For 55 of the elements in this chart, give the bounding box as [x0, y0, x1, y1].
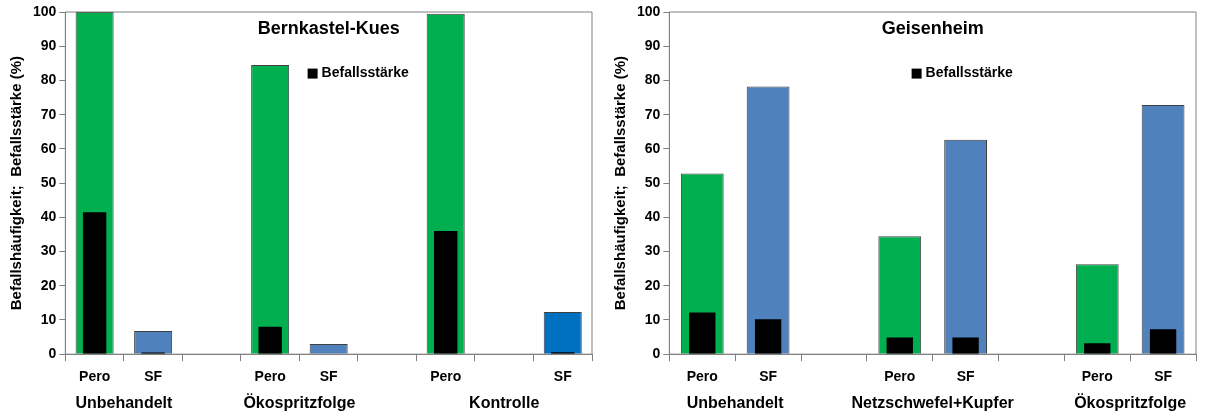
y-tick-label: 90 [40, 37, 57, 54]
bar [952, 337, 979, 354]
bar [1084, 343, 1111, 354]
x-tick-label: SF [759, 368, 778, 385]
y-tick-label: 90 [644, 37, 661, 54]
x-tick-label: Pero [884, 368, 916, 385]
bar [258, 326, 282, 354]
y-tick-label: 100 [33, 2, 57, 19]
y-tick-label: 70 [644, 105, 661, 122]
x-tick-label: Pero [254, 368, 286, 385]
y-tick-label: 0 [48, 345, 57, 362]
text: Unbehandelt [75, 393, 173, 411]
legend-label: Befallsstärke [321, 64, 409, 81]
text: Unbehandelt [686, 393, 785, 411]
y-tick-label: 60 [644, 139, 661, 156]
chart-title: Geisenheim [881, 17, 984, 38]
x-tick-label: SF [319, 368, 339, 385]
x-tick-label: SF [553, 368, 573, 385]
bar [434, 231, 458, 354]
y-tick-label: 100 [637, 2, 661, 19]
x-tick-label: SF [956, 368, 975, 385]
y-tick-label: 0 [652, 345, 661, 362]
text: Netzschwefel+Kupfer [851, 393, 1014, 411]
y-tick-label: 40 [40, 208, 57, 225]
y-tick-label: 50 [40, 173, 57, 190]
bar [689, 312, 716, 354]
x-tick-label: Pero [430, 368, 462, 385]
bar [754, 319, 782, 354]
y-tick-label: 10 [644, 310, 661, 327]
x-tick-label: SF [144, 368, 163, 385]
text: Ökospritzfolge [243, 392, 356, 411]
text: Ökospritzfolge [1074, 392, 1187, 411]
bar [886, 337, 913, 354]
y-tick-label: 80 [40, 71, 57, 88]
y-tick-label: 10 [40, 310, 57, 327]
x-tick-label: SF [1154, 368, 1173, 385]
y-axis-title: Befallshäufigkeit; Befallsstärke (%) [611, 55, 629, 311]
chart-title: Bernkastel-Kues [257, 17, 400, 38]
bar [82, 212, 107, 354]
legend-label: Befallsstärke [925, 64, 1013, 81]
y-tick-label: 50 [644, 173, 661, 190]
y-tick-label: 80 [644, 71, 661, 88]
x-tick-label: Pero [79, 368, 111, 385]
y-axis-title: Befallshäufigkeit; Befallsstärke (%) [7, 55, 25, 311]
text: Kontrolle [469, 393, 540, 411]
y-tick-label: 60 [40, 139, 57, 156]
y-tick-label: 20 [40, 276, 57, 293]
x-tick-label: Pero [1081, 368, 1113, 385]
y-tick-label: 30 [40, 242, 57, 259]
y-tick-label: 40 [644, 208, 661, 225]
y-tick-label: 70 [40, 105, 57, 122]
x-tick-label: Pero [686, 368, 718, 385]
y-tick-label: 30 [644, 242, 661, 259]
y-tick-label: 20 [644, 276, 661, 293]
bar [1149, 329, 1177, 354]
